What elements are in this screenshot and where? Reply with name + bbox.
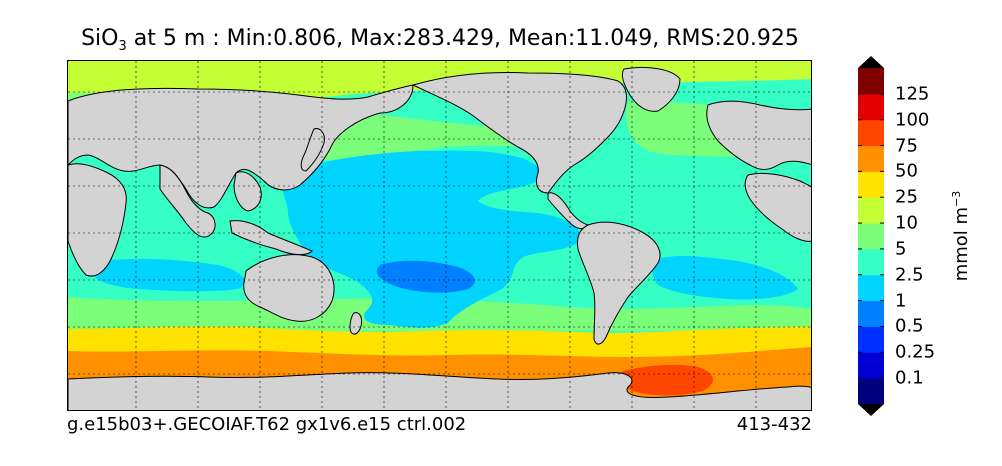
land-europe (706, 100, 811, 170)
colorbar-label: 100 (895, 109, 930, 131)
colorbar-label: 0.25 (895, 341, 936, 363)
land-australia (243, 254, 335, 322)
colorbar-label: 125 (895, 83, 930, 105)
colorbar-swatch (858, 197, 884, 224)
colorbar-label: 0.1 (895, 367, 924, 389)
ocean-south-atlantic-oligotrophic (652, 255, 798, 300)
ocean-subtropical-gyre-core (376, 260, 475, 293)
map-panel (67, 60, 812, 411)
land-west-africa (744, 172, 811, 242)
unit-base: mmol m (951, 206, 972, 282)
colorbar-swatch (858, 248, 884, 276)
land-new-zealand (349, 312, 363, 335)
colorbar-swatch (858, 119, 884, 147)
colorbar-swatch (858, 352, 884, 379)
land-maritime-continent (229, 220, 313, 256)
ocean-weddell-hotspot (618, 364, 714, 396)
colorbar-swatch (858, 93, 884, 121)
colorbar-label: 10 (895, 212, 918, 234)
land-south-america (577, 221, 661, 345)
colorbar-swatch (858, 378, 884, 405)
case-name: g.e15b03+.GECOIAF.T62 gx1v6.e15 ctrl.002 (67, 414, 467, 435)
colorbar-label: 75 (895, 135, 918, 157)
ocean-indian-oligotrophic (90, 258, 246, 292)
colorbar-swatch (858, 300, 884, 327)
title-stats: at 5 m : Min:0.806, Max:283.429, Mean:11… (126, 26, 799, 51)
colorbar-min-arrow (858, 404, 884, 416)
silicate-map (68, 61, 811, 410)
map-title: SiO3 at 5 m : Min:0.806, Max:283.429, Me… (0, 26, 880, 54)
colorbar-swatch (858, 145, 884, 172)
colorbar-label: 0.5 (895, 315, 924, 337)
colorbar-max-arrow (858, 56, 884, 68)
ocean-pacific-oligotrophic (281, 150, 581, 328)
land-north-america (411, 72, 627, 194)
colorbar (858, 56, 884, 416)
colorbar-unit: mmol m−3 (950, 191, 972, 282)
colorbar-swatch (858, 326, 884, 353)
colorbar-swatch (858, 171, 884, 198)
title-species: SiO (81, 26, 119, 51)
year-range: 413-432 (736, 414, 812, 435)
land-antarctica (68, 372, 811, 410)
colorbar-label: 1 (895, 290, 907, 312)
land-se-asia (233, 171, 262, 212)
land-arabia-india (159, 164, 216, 238)
land-greenland (621, 66, 681, 112)
colorbar-label: 2.5 (895, 264, 924, 286)
title-subscript: 3 (118, 39, 127, 54)
colorbar-swatch (858, 223, 884, 250)
colorbar-swatch (858, 68, 884, 95)
colorbar-label: 25 (895, 186, 918, 208)
unit-exponent: −3 (950, 190, 963, 207)
colorbar-label: 50 (895, 160, 918, 182)
land-africa (68, 163, 127, 277)
land-eurasia (68, 84, 414, 209)
colorbar-swatch (858, 274, 884, 302)
colorbar-label: 5 (895, 238, 907, 260)
